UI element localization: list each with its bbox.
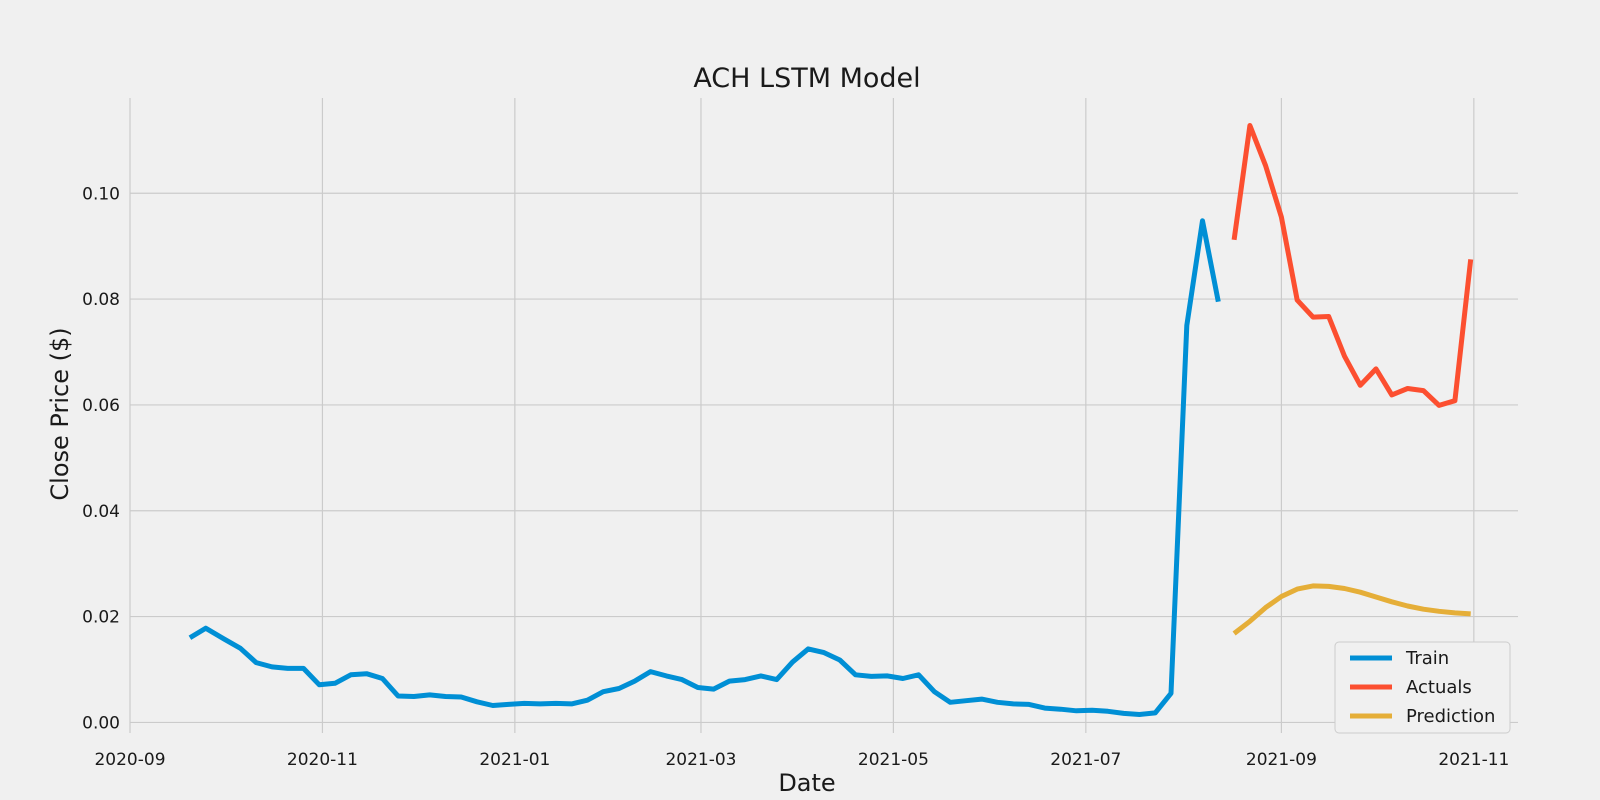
legend-label-train: Train	[1405, 648, 1449, 669]
x-tick-label: 2021-01	[479, 750, 550, 770]
series-prediction	[1232, 583, 1471, 636]
legend: Train Actuals Prediction	[1334, 641, 1511, 734]
legend-label-prediction: Prediction	[1406, 706, 1495, 727]
series-line-prediction	[1232, 583, 1471, 636]
legend-box	[1334, 641, 1511, 734]
chart-title: ACH LSTM Model	[693, 63, 920, 94]
x-tick-label: 2021-11	[1438, 750, 1509, 770]
x-axis-title: Date	[778, 769, 835, 797]
x-tick-label: 2021-07	[1050, 750, 1121, 770]
series-actuals	[1231, 123, 1474, 408]
y-tick-label: 0.06	[82, 396, 120, 416]
series-line-train	[188, 218, 1221, 717]
x-tick-label: 2021-09	[1246, 750, 1317, 770]
y-tick-label: 0.00	[82, 713, 120, 733]
x-tick-label: 2020-09	[94, 750, 165, 770]
grid-lines	[129, 98, 1518, 733]
y-tick-label: 0.04	[82, 502, 120, 522]
y-tick-label: 0.08	[82, 290, 120, 310]
series-train	[188, 218, 1221, 717]
y-tick-label: 0.02	[82, 608, 120, 628]
series-line-actuals	[1231, 123, 1474, 408]
y-tick-label: 0.10	[82, 184, 120, 204]
x-tick-label: 2021-03	[665, 750, 736, 770]
x-tick-label: 2020-11	[287, 750, 358, 770]
legend-label-actuals: Actuals	[1406, 677, 1472, 698]
tick-labels: 2020-09 2020-11 2021-01 2021-03 2021-05 2021-…	[82, 184, 1509, 770]
y-axis-title: Close Price ($)	[46, 327, 74, 500]
series-layer	[188, 123, 1474, 717]
x-tick-label: 2021-05	[858, 750, 929, 770]
